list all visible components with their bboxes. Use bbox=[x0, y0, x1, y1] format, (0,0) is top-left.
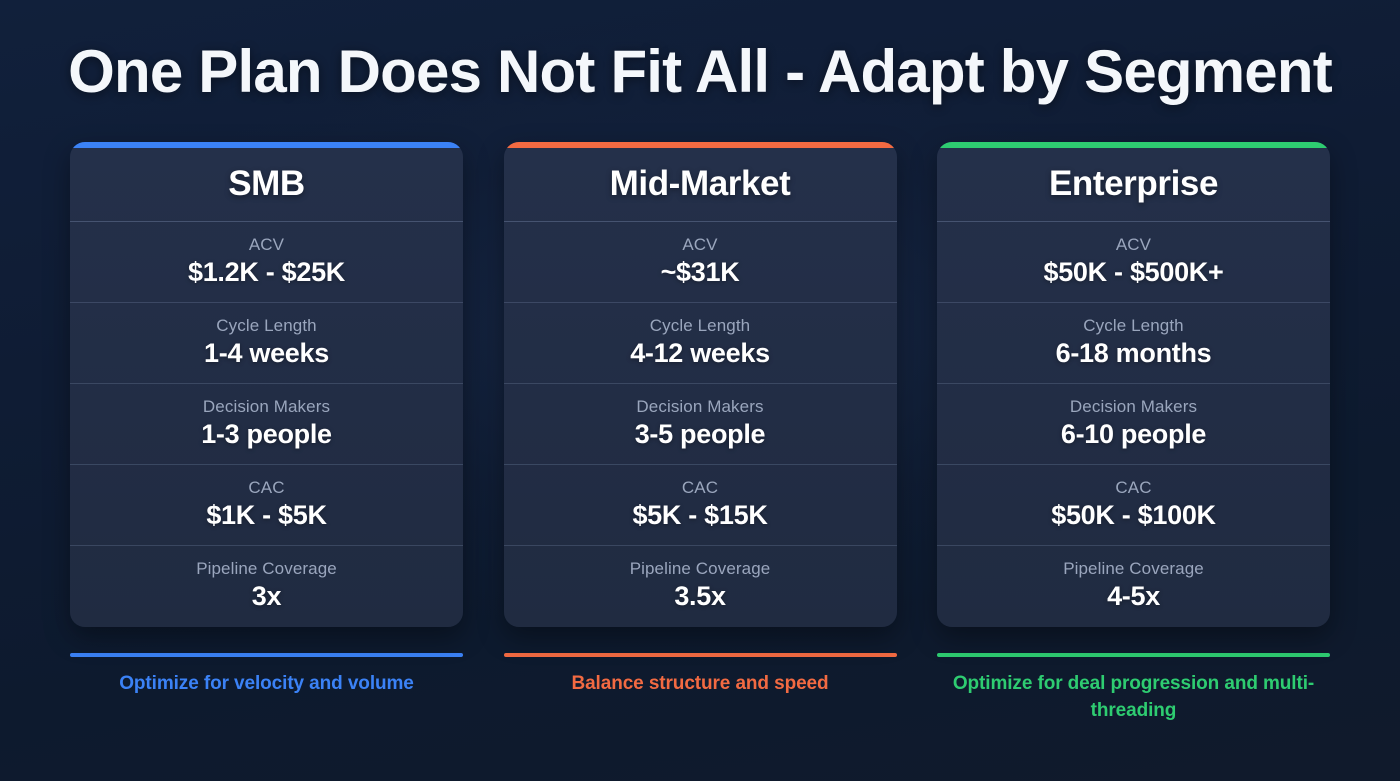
metric-label: Cycle Length bbox=[649, 315, 751, 335]
metric-value: 1-3 people bbox=[201, 418, 332, 449]
metric-row: ACV $50K - $500K+ bbox=[937, 222, 1330, 303]
segment-footer-mid-market: Balance structure and speed bbox=[503, 652, 897, 698]
card-title-smb: SMB bbox=[228, 164, 305, 204]
metric-row: Decision Makers 1-3 people bbox=[70, 384, 463, 465]
footer-rule-enterprise bbox=[937, 652, 1330, 657]
metric-row: Cycle Length 4-12 weeks bbox=[503, 303, 897, 384]
segment-column-smb: SMB ACV $1.2K - $25K Cycle Length 1-4 we… bbox=[70, 141, 463, 698]
segment-column-enterprise: Enterprise ACV $50K - $500K+ Cycle Lengt… bbox=[937, 141, 1330, 725]
metric-value: $50K - $100K bbox=[1051, 499, 1216, 530]
metric-row: Pipeline Coverage 3x bbox=[70, 546, 463, 627]
accent-bar-enterprise bbox=[937, 141, 1330, 148]
card-header-enterprise: Enterprise bbox=[937, 148, 1330, 222]
metric-row: CAC $1K - $5K bbox=[70, 465, 463, 546]
metric-label: Pipeline Coverage bbox=[196, 559, 337, 579]
card-title-enterprise: Enterprise bbox=[1048, 164, 1219, 204]
metric-row: ACV $1.2K - $25K bbox=[70, 222, 463, 303]
metric-label: Cycle Length bbox=[216, 315, 317, 335]
metric-value: 6-18 months bbox=[1055, 337, 1212, 368]
metric-value: $1.2K - $25K bbox=[188, 256, 345, 287]
metric-label: Pipeline Coverage bbox=[629, 559, 771, 579]
metric-row: ACV ~$31K bbox=[503, 222, 897, 303]
metric-value: 4-5x bbox=[1107, 581, 1160, 612]
metric-row: Cycle Length 1-4 weeks bbox=[70, 303, 463, 384]
card-header-mid-market: Mid-Market bbox=[503, 148, 897, 222]
metric-label: Decision Makers bbox=[1069, 396, 1198, 416]
metric-value: 3-5 people bbox=[634, 418, 766, 449]
metric-label: Pipeline Coverage bbox=[1063, 559, 1204, 579]
accent-bar-mid-market bbox=[503, 141, 897, 148]
page-title: One Plan Does Not Fit All - Adapt by Seg… bbox=[68, 38, 1333, 105]
card-title-mid-market: Mid-Market bbox=[609, 164, 791, 204]
footer-caption-mid-market: Balance structure and speed bbox=[571, 672, 829, 694]
metric-label: ACV bbox=[682, 234, 718, 254]
metric-value: 6-10 people bbox=[1060, 418, 1207, 449]
metric-label: CAC bbox=[681, 477, 719, 497]
segment-columns: SMB ACV $1.2K - $25K Cycle Length 1-4 we… bbox=[70, 141, 1330, 725]
metric-value: 3x bbox=[251, 581, 282, 612]
metric-value: 1-4 weeks bbox=[204, 337, 329, 368]
card-header-smb: SMB bbox=[70, 148, 463, 222]
metric-label: Decision Makers bbox=[202, 396, 331, 416]
accent-bar-smb bbox=[70, 141, 463, 148]
metric-row: Decision Makers 6-10 people bbox=[937, 384, 1330, 465]
segment-card-mid-market[interactable]: Mid-Market ACV ~$31K Cycle Length 4-12 w… bbox=[503, 141, 897, 627]
metric-value: 4-12 weeks bbox=[630, 337, 770, 368]
metric-value: $5K - $15K bbox=[632, 499, 768, 530]
segment-footer-enterprise: Optimize for deal progression and multi-… bbox=[937, 652, 1330, 725]
metric-label: CAC bbox=[248, 477, 285, 497]
metric-value: $1K - $5K bbox=[206, 499, 327, 530]
metric-row: Decision Makers 3-5 people bbox=[503, 384, 897, 465]
segment-column-mid-market: Mid-Market ACV ~$31K Cycle Length 4-12 w… bbox=[503, 141, 897, 698]
metric-label: ACV bbox=[248, 234, 285, 254]
segment-card-smb[interactable]: SMB ACV $1.2K - $25K Cycle Length 1-4 we… bbox=[70, 141, 463, 627]
metric-row: CAC $50K - $100K bbox=[937, 465, 1330, 546]
metric-label: Decision Makers bbox=[636, 396, 764, 416]
metric-row: Pipeline Coverage 4-5x bbox=[937, 546, 1330, 627]
metric-label: ACV bbox=[1115, 234, 1152, 254]
metric-row: Cycle Length 6-18 months bbox=[937, 303, 1330, 384]
metric-value: $50K - $500K+ bbox=[1043, 256, 1224, 287]
segment-footer-smb: Optimize for velocity and volume bbox=[70, 652, 463, 698]
footer-rule-smb bbox=[70, 652, 463, 657]
metric-value: 3.5x bbox=[674, 581, 726, 612]
metric-value: ~$31K bbox=[660, 256, 740, 287]
metric-label: CAC bbox=[1115, 477, 1152, 497]
metric-row: Pipeline Coverage 3.5x bbox=[504, 546, 897, 627]
footer-caption-smb: Optimize for velocity and volume bbox=[119, 672, 414, 694]
metric-label: Cycle Length bbox=[1083, 315, 1184, 335]
metric-row: CAC $5K - $15K bbox=[503, 465, 897, 546]
segment-card-enterprise[interactable]: Enterprise ACV $50K - $500K+ Cycle Lengt… bbox=[937, 141, 1330, 627]
footer-rule-mid-market bbox=[503, 652, 897, 657]
footer-caption-enterprise: Optimize for deal progression and multi-… bbox=[952, 672, 1315, 721]
